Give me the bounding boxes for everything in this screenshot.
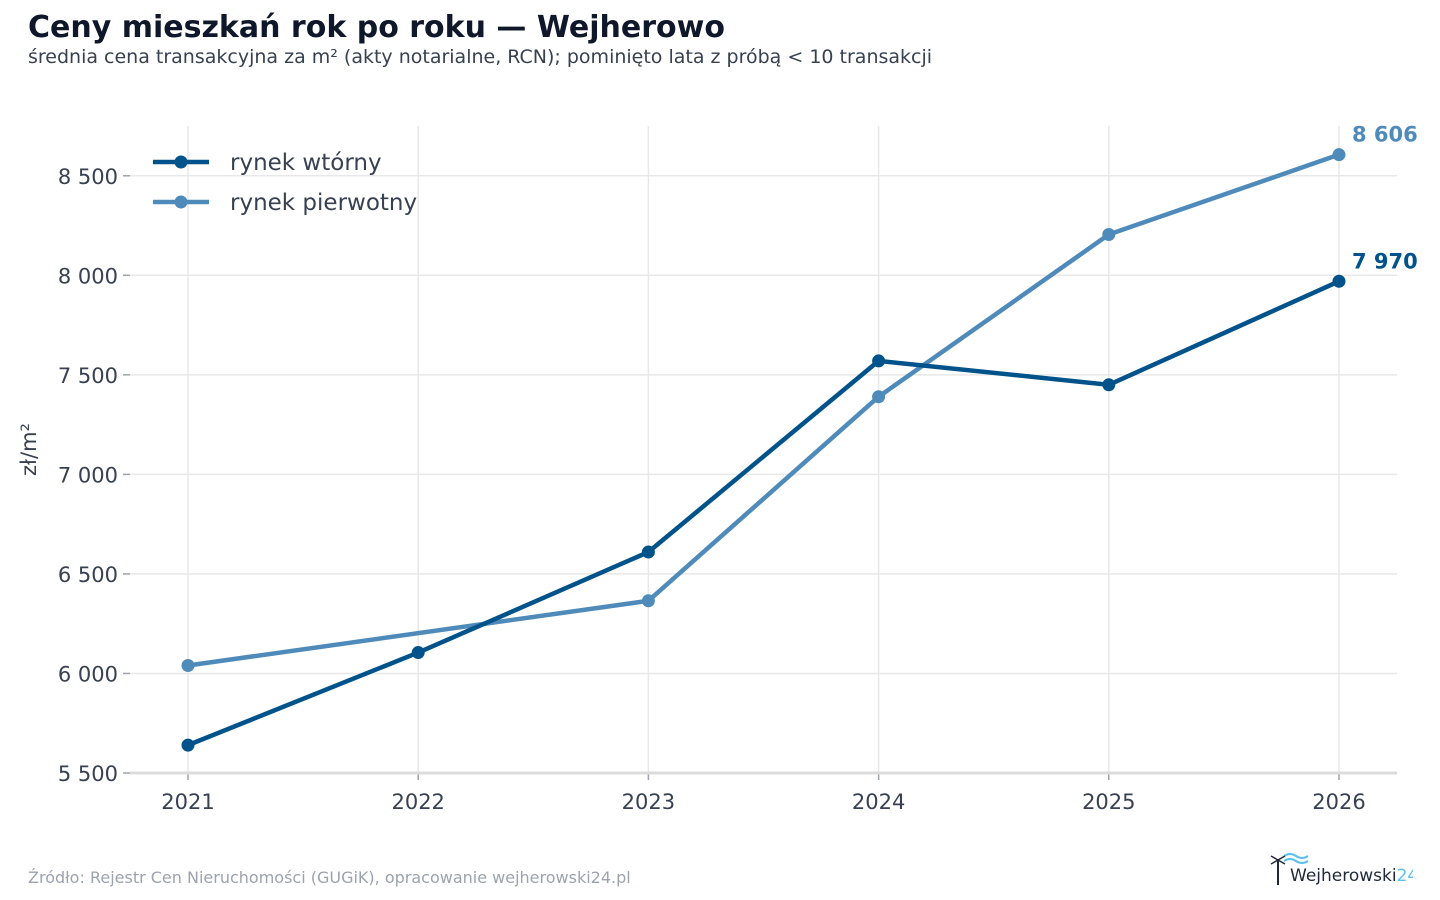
y-axis-title: zł/m² (17, 423, 41, 476)
x-tick-label: 2023 (622, 790, 675, 814)
series-layer: 8 606 7 970 (181, 123, 1418, 752)
x-tick-label: 2022 (391, 790, 444, 814)
chart-title: Ceny mieszkań rok po roku — Wejherowo (28, 10, 725, 45)
y-tick-label: 6 000 (58, 662, 118, 686)
data-point (641, 594, 655, 608)
line-chart: 2021 2022 2023 2024 2025 2026 5 500 6 000 6 500 7… (17, 123, 1418, 814)
y-tick-label: 8 000 (58, 264, 118, 288)
legend-label: rynek pierwotny (230, 190, 417, 216)
data-point (1102, 378, 1116, 392)
legend-swatch-marker (174, 195, 188, 209)
data-point (181, 658, 195, 672)
series-line (185, 152, 1342, 668)
y-tick-label: 6 500 (58, 563, 118, 587)
legend: rynek wtórny rynek pierwotny (153, 150, 417, 216)
data-point (181, 738, 195, 752)
wejherowski24-logo: Wejherowski24 (1270, 853, 1413, 886)
legend-item: rynek pierwotny (153, 190, 417, 216)
data-point (1332, 148, 1346, 162)
end-value-label: 8 606 (1352, 123, 1418, 147)
data-point (1102, 227, 1116, 241)
data-point (641, 545, 655, 559)
grid-lines (130, 126, 1397, 774)
end-value-label: 7 970 (1352, 249, 1418, 273)
data-point (872, 390, 886, 404)
series-rynek-pierwotny: 8 606 (181, 123, 1418, 672)
series-line (185, 279, 1342, 748)
x-tick-label: 2024 (852, 790, 905, 814)
data-point (872, 354, 886, 368)
legend-swatch-marker (174, 155, 188, 169)
chart-subtitle: średnia cena transakcyjna za m² (akty no… (28, 46, 933, 68)
x-tick-label: 2021 (161, 790, 214, 814)
data-point (411, 646, 425, 660)
logo-wordmark: Wejherowski24 (1290, 866, 1413, 886)
y-tick-label: 7 000 (58, 463, 118, 487)
series-rynek-wtorny: 7 970 (181, 249, 1418, 752)
y-tick-label: 5 500 (58, 762, 118, 786)
data-point (1332, 274, 1346, 288)
x-tick-label: 2025 (1082, 790, 1135, 814)
y-tick-label: 7 500 (58, 364, 118, 388)
y-tick-label: 8 500 (58, 165, 118, 189)
source-note: Źródło: Rejestr Cen Nieruchomości (GUGiK… (28, 868, 631, 887)
x-tick-label: 2026 (1312, 790, 1365, 814)
logo-wave-icon (1283, 853, 1309, 859)
axes: 2021 2022 2023 2024 2025 2026 5 500 6 000 6 500 7… (17, 165, 1397, 814)
legend-item: rynek wtórny (153, 150, 382, 176)
legend-label: rynek wtórny (230, 150, 382, 176)
